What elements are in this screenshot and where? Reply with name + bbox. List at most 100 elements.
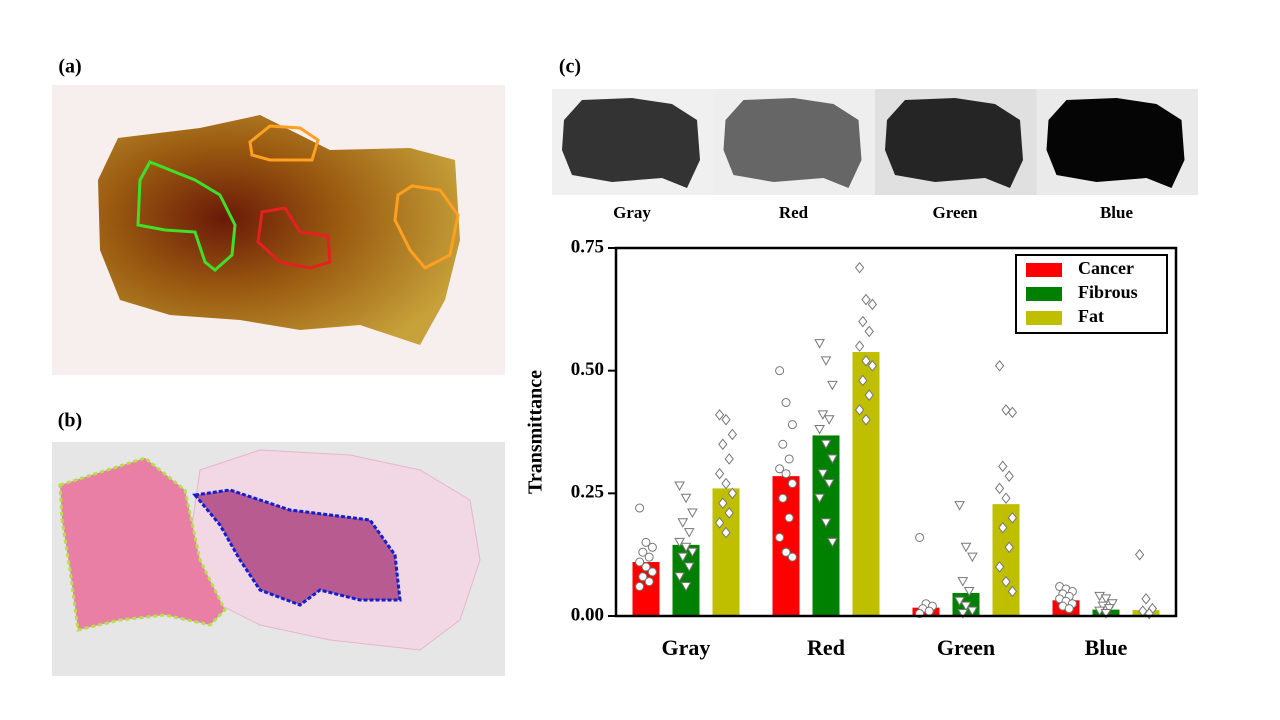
channel-label: Gray	[613, 203, 651, 222]
legend-swatch	[1026, 263, 1062, 277]
data-point	[727, 428, 738, 441]
x-tick-label: Gray	[662, 635, 711, 660]
bar	[712, 488, 740, 616]
channel-label: Green	[932, 203, 978, 222]
data-point	[858, 315, 868, 328]
data-point	[823, 479, 835, 489]
data-point	[1134, 548, 1145, 561]
data-point	[864, 325, 874, 338]
data-point	[1007, 512, 1018, 524]
data-point	[967, 606, 978, 617]
data-point	[721, 413, 731, 426]
data-point	[724, 507, 734, 519]
data-point	[674, 537, 685, 548]
x-tick-label: Red	[807, 635, 845, 660]
data-point	[998, 521, 1008, 534]
data-point	[721, 526, 731, 539]
data-point	[714, 409, 725, 421]
data-point	[963, 586, 975, 597]
data-point	[861, 355, 871, 367]
data-point	[638, 547, 648, 557]
data-point	[1001, 575, 1011, 588]
data-point	[724, 453, 734, 465]
data-point	[957, 577, 969, 587]
data-point	[644, 577, 654, 587]
photo-a	[52, 85, 505, 375]
data-point	[814, 339, 825, 349]
data-point	[994, 359, 1005, 372]
data-point	[854, 261, 865, 274]
data-point	[674, 481, 685, 491]
data-point	[1100, 594, 1112, 604]
y-tick-label: 0.25	[571, 482, 604, 503]
data-point	[820, 439, 832, 450]
data-point	[677, 518, 689, 528]
data-point	[784, 454, 794, 464]
data-point	[647, 542, 657, 552]
data-point	[778, 493, 788, 503]
data-point	[638, 572, 648, 582]
tissue-silhouette	[885, 98, 1023, 188]
data-point	[784, 513, 794, 523]
legend-label: Fibrous	[1078, 282, 1138, 302]
data-point	[858, 374, 868, 387]
data-point	[727, 487, 738, 500]
data-point	[827, 454, 838, 465]
data-point	[967, 552, 978, 563]
data-point	[677, 552, 689, 563]
tissue-silhouette	[1046, 98, 1185, 188]
data-point	[683, 528, 695, 538]
data-point	[954, 596, 965, 607]
data-point	[814, 493, 825, 504]
data-point	[718, 497, 728, 509]
data-point	[683, 562, 695, 572]
y-tick-label: 0.00	[571, 604, 604, 625]
data-point	[1001, 492, 1011, 505]
data-point	[827, 380, 838, 391]
bar	[992, 504, 1020, 616]
data-point	[854, 340, 865, 352]
data-point	[714, 516, 725, 529]
data-point	[915, 532, 925, 542]
data-point	[718, 438, 728, 451]
data-point	[787, 479, 797, 489]
data-point	[1004, 541, 1014, 554]
x-tick-label: Blue	[1085, 635, 1128, 660]
bar	[672, 544, 700, 616]
data-point	[787, 552, 797, 562]
data-point	[998, 460, 1008, 473]
data-point	[1100, 609, 1112, 619]
data-point	[994, 561, 1005, 573]
panel-label: (c)	[559, 56, 581, 78]
data-point	[674, 572, 685, 582]
data-point	[781, 469, 791, 479]
data-point	[960, 542, 972, 553]
data-point	[781, 398, 791, 408]
data-point	[817, 410, 829, 420]
data-point	[680, 493, 692, 504]
data-point	[687, 547, 698, 558]
data-point	[814, 425, 825, 435]
data-point	[775, 464, 785, 474]
data-point	[644, 552, 654, 562]
data-point	[954, 501, 965, 511]
data-point	[1007, 406, 1018, 419]
data-point	[817, 469, 829, 479]
data-point	[1004, 470, 1014, 482]
channel-images: Gray Red Green Blue	[552, 89, 1198, 222]
chart: Transmittance 0.00 0.25 0.50 0.75 Gray Red Gre…	[525, 236, 1178, 660]
data-point	[924, 606, 934, 616]
legend-label: Fat	[1078, 306, 1104, 326]
data-point	[775, 366, 785, 376]
legend-swatch	[1026, 311, 1062, 325]
channel-label: Red	[779, 203, 809, 222]
data-point	[820, 518, 832, 528]
data-point	[635, 557, 645, 567]
data-point	[823, 415, 835, 425]
data-point	[680, 582, 692, 592]
data-point	[775, 532, 785, 542]
channel-label: Blue	[1100, 203, 1134, 222]
bar	[852, 352, 880, 616]
legend-label: Cancer	[1078, 258, 1134, 278]
